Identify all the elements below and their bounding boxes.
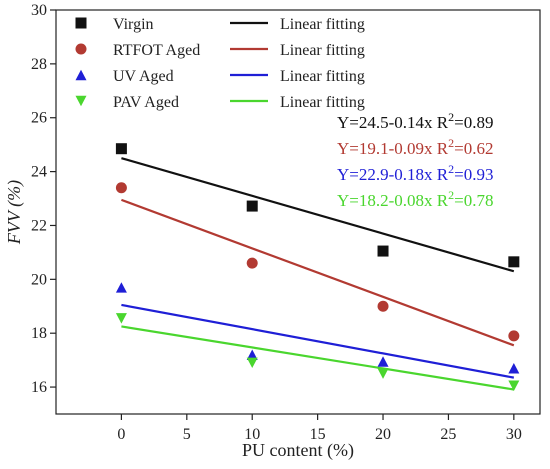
y-tick-label: 24 [31,164,47,181]
legend-fit-label: Linear fitting [280,16,365,33]
legend-fit-label: Linear fitting [280,68,365,85]
fit-lines [121,157,515,391]
data-point [246,257,258,269]
y-tick-label: 28 [31,56,47,73]
legend-fit-label: Linear fitting [280,42,365,59]
fit-line [121,303,515,379]
x-tick-label: 0 [117,426,125,443]
data-point [377,300,389,312]
fit-equation: Y=18.2-0.08x R2=0.78 [337,188,493,210]
data-point [508,362,520,374]
fit-equation: Y=24.5-0.14x R2=0.89 [337,110,493,132]
fit-line [121,157,515,273]
data-point [377,356,389,367]
data-point [377,245,389,257]
y-axis-title: FVV (%) [4,180,25,245]
x-tick-label: 15 [310,426,326,443]
data-point [246,200,258,212]
legend-marker [75,43,87,55]
data-point [115,182,127,194]
legend-label: RTFOT Aged [113,42,200,59]
data-point [115,313,127,324]
legend-marker [75,69,87,81]
data-point [246,349,258,360]
legend-label: UV Aged [113,68,174,85]
fit-equation: Y=22.9-0.18x R2=0.93 [337,162,493,184]
legend: Virgin Linear fitting RTFOT Aged Linear fit… [75,16,365,111]
fit-equation: Y=19.1-0.09x R2=0.62 [337,136,493,158]
legend-fit-label: Linear fitting [280,94,365,111]
x-tick-label: 20 [375,426,391,443]
x-tick-label: 30 [506,426,522,443]
x-tick-label: 5 [183,426,191,443]
data-point [508,256,520,268]
legend-label: PAV Aged [113,94,179,111]
x-tick-label: 10 [244,426,260,443]
data-point [508,330,520,342]
legend-label: Virgin [113,16,154,33]
fit-line [121,198,515,347]
x-axis-title: PU content (%) [242,440,354,461]
data-point [246,357,258,369]
data-point [115,143,127,155]
data-point [508,380,520,391]
x-tick-label: 25 [440,426,456,443]
y-tick-label: 30 [31,2,47,19]
plot-frame [55,9,541,415]
y-tick-label: 18 [31,325,47,342]
y-tick-label: 26 [31,110,47,127]
data-point [115,282,127,293]
y-tick-label: 22 [31,217,47,234]
axis-ticks: 0 5 10 15 20 25 30 16 18 20 22 24 26 28 30 [31,2,522,443]
legend-marker [75,95,87,107]
fit-equations: Y=24.5-0.14x R2=0.89 Y=19.1-0.09x R2=0.62… [337,110,493,210]
y-tick-label: 20 [31,271,47,288]
fit-line [121,325,515,391]
data-points [115,143,520,391]
y-tick-label: 16 [31,379,47,396]
legend-marker [75,17,87,29]
data-point [377,368,389,379]
